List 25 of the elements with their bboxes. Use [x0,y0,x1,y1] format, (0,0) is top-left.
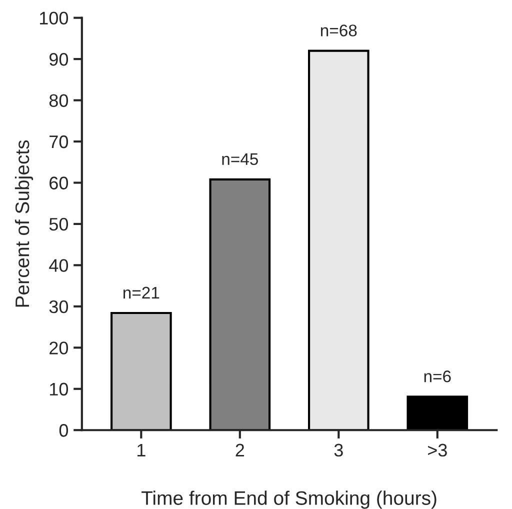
bar [209,178,271,430]
bar [110,312,172,430]
y-tick-label: 30 [49,300,68,314]
x-tick-label: 1 [138,444,146,456]
x-tick-label: 3 [334,444,343,457]
x-tick-label: 2 [236,444,244,456]
y-tick-label: 50 [49,218,68,231]
bar [406,396,468,430]
annotation: n=68 [320,24,357,36]
y-tick-label: 0 [59,424,68,437]
y-tick-label: 10 [50,382,68,396]
annotation: n=21 [124,286,160,298]
bar [308,50,370,430]
y-tick-label: 70 [50,135,68,148]
annotation: n=45 [222,153,258,166]
x-axis-title: Time from End of Smoking (hours) [142,490,436,509]
y-tick-label: 20 [50,342,68,354]
y-tick-label: 40 [49,259,68,272]
y-tick-label: 100 [40,12,68,25]
y-tick-label: 60 [50,176,68,190]
y-tick-label: 90 [49,52,68,66]
y-tick-label: 80 [49,94,68,107]
x-tick-label: >3 [428,444,447,457]
annotation: n=6 [424,370,451,382]
y-axis-title: Percent of Subjects [14,140,34,307]
